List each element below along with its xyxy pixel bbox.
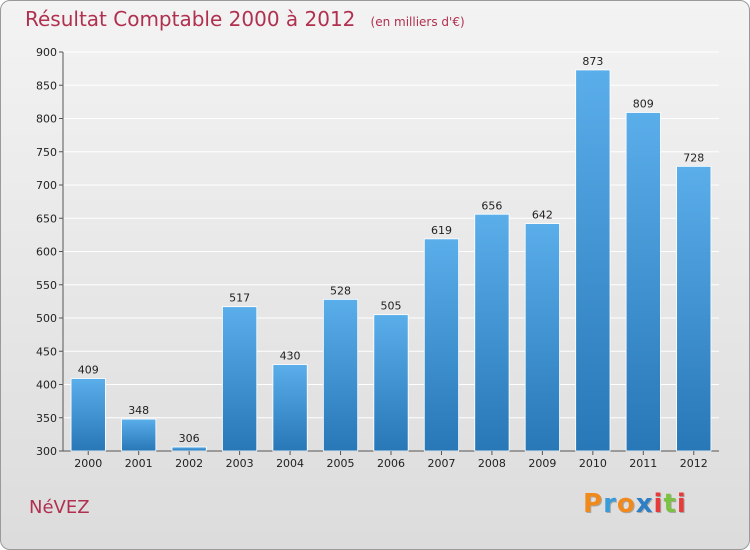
data-label: 728 xyxy=(683,151,704,164)
y-tick-label: 700 xyxy=(36,179,57,192)
data-label: 809 xyxy=(633,98,654,111)
x-tick-label: 2005 xyxy=(327,457,355,470)
x-tick-label: 2003 xyxy=(226,457,254,470)
chart-title-text: Résultat Comptable 2000 à 2012 xyxy=(25,7,356,31)
city-name: NéVEZ xyxy=(29,497,90,518)
bar xyxy=(222,306,258,452)
bar xyxy=(171,446,207,452)
chart-unit: (en milliers d'€) xyxy=(370,15,465,29)
x-tick-label: 2000 xyxy=(74,457,102,470)
bar xyxy=(70,378,106,452)
y-tick-label: 400 xyxy=(36,379,57,392)
data-label: 619 xyxy=(431,224,452,237)
data-label: 642 xyxy=(532,209,553,222)
chart-title: Résultat Comptable 2000 à 2012 (en milli… xyxy=(25,7,465,31)
bar xyxy=(575,69,611,452)
data-label: 348 xyxy=(128,404,149,417)
x-tick-label: 2004 xyxy=(276,457,304,470)
x-tick-label: 2012 xyxy=(680,457,708,470)
y-tick-label: 650 xyxy=(36,212,57,225)
x-tick-label: 2008 xyxy=(478,457,506,470)
y-tick-label: 300 xyxy=(36,445,57,458)
bar xyxy=(272,364,308,452)
y-tick-label: 450 xyxy=(36,345,57,358)
y-tick-label: 900 xyxy=(36,46,57,59)
y-tick-label: 500 xyxy=(36,312,57,325)
proxiti-logo: Proxiti xyxy=(583,489,687,519)
y-tick-label: 600 xyxy=(36,246,57,259)
bar xyxy=(474,213,510,452)
bar xyxy=(423,238,460,452)
y-tick-label: 350 xyxy=(36,412,57,425)
data-label: 430 xyxy=(280,350,301,363)
y-tick-label: 800 xyxy=(36,113,57,126)
bar xyxy=(322,298,359,452)
bar xyxy=(121,418,157,452)
y-tick-label: 750 xyxy=(36,146,57,159)
x-tick-label: 2010 xyxy=(579,457,607,470)
data-label: 409 xyxy=(78,364,99,377)
x-tick-label: 2007 xyxy=(427,457,455,470)
data-label: 517 xyxy=(229,292,250,305)
bar xyxy=(625,112,661,452)
data-label: 873 xyxy=(582,55,603,68)
bar xyxy=(373,314,409,452)
x-tick-label: 2006 xyxy=(377,457,405,470)
x-tick-label: 2002 xyxy=(175,457,203,470)
data-label: 505 xyxy=(381,300,402,313)
bar xyxy=(524,223,560,452)
data-label: 656 xyxy=(481,199,502,212)
bar xyxy=(676,165,712,452)
x-tick-label: 2001 xyxy=(125,457,153,470)
data-label: 306 xyxy=(179,432,200,445)
y-tick-label: 550 xyxy=(36,279,57,292)
x-tick-label: 2011 xyxy=(629,457,657,470)
y-tick-label: 850 xyxy=(36,79,57,92)
x-tick-label: 2009 xyxy=(528,457,556,470)
data-label: 528 xyxy=(330,284,351,297)
